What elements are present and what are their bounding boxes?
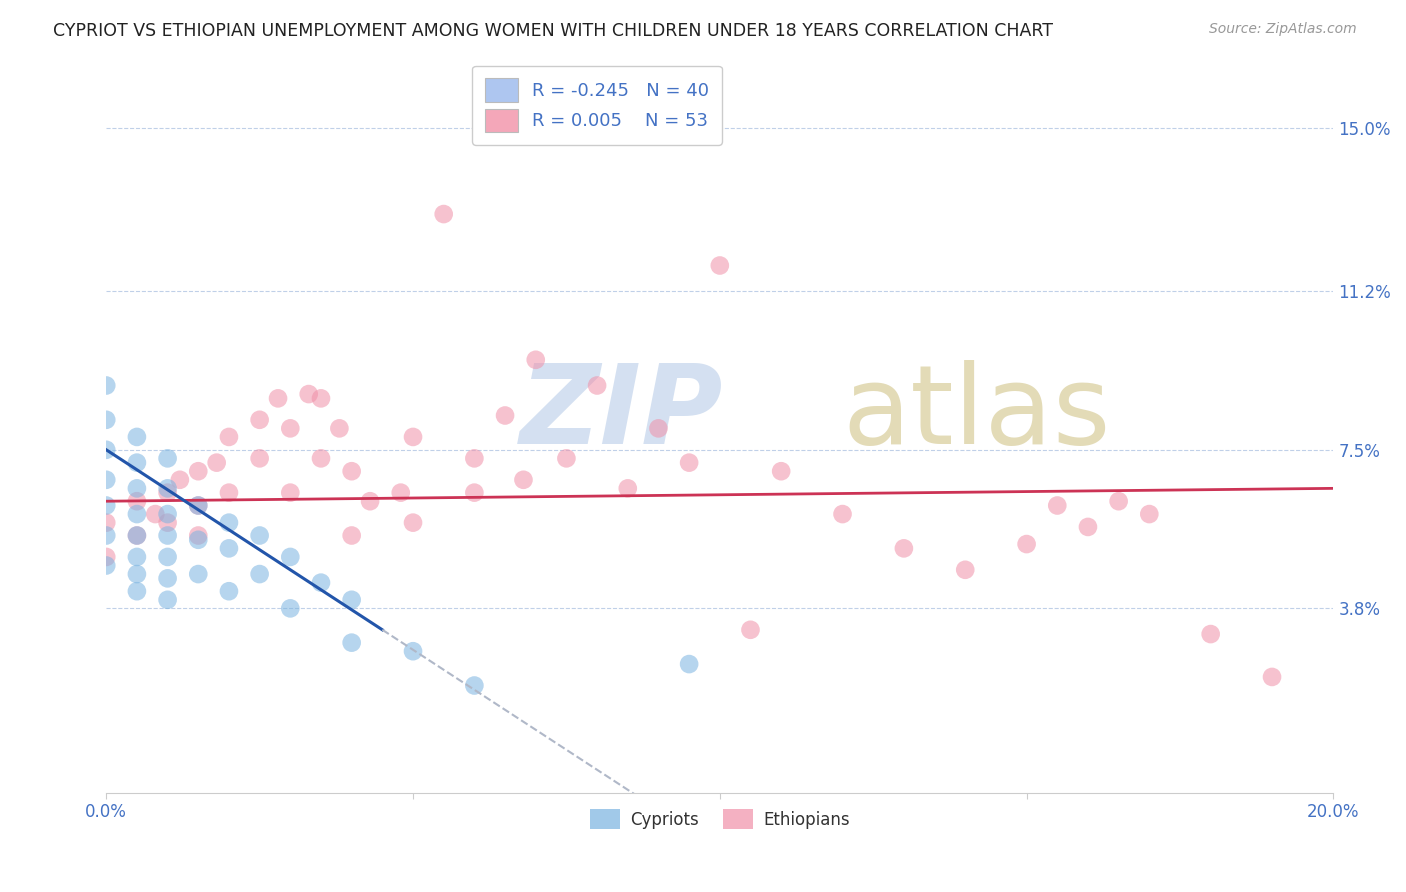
Point (96, 378, 118, 392)
Point (125, 430, 148, 444)
Point (125, 584, 148, 599)
Point (267, 392, 290, 406)
Point (249, 451, 271, 466)
Point (770, 464, 793, 478)
Point (709, 259, 731, 273)
Point (278, 485, 301, 500)
Point (187, 499, 209, 513)
Point (955, 563, 977, 577)
Point (156, 592, 179, 607)
Point (1046, 499, 1069, 513)
Point (187, 499, 209, 513)
Point (125, 456, 148, 470)
Point (1261, 670, 1284, 684)
Text: Source: ZipAtlas.com: Source: ZipAtlas.com (1209, 22, 1357, 37)
Point (96, 516, 118, 530)
Point (125, 528, 148, 542)
Point (187, 464, 209, 478)
Point (218, 584, 240, 599)
Point (125, 494, 148, 508)
Point (1077, 520, 1099, 534)
Point (740, 623, 762, 637)
Point (1137, 507, 1160, 521)
Point (1015, 537, 1038, 551)
Point (494, 409, 516, 423)
Point (156, 451, 179, 466)
Point (96, 413, 118, 427)
Point (187, 533, 209, 547)
Point (402, 644, 425, 658)
Point (340, 528, 363, 542)
Point (156, 481, 179, 495)
Point (96, 549, 118, 564)
Text: ZIP: ZIP (520, 360, 724, 467)
Point (125, 507, 148, 521)
Point (1199, 627, 1222, 641)
Point (433, 207, 456, 221)
Point (893, 541, 915, 556)
Point (678, 456, 700, 470)
Point (249, 413, 271, 427)
Point (647, 421, 669, 435)
Point (463, 679, 485, 693)
Point (278, 549, 301, 564)
Point (586, 378, 609, 392)
Text: atlas: atlas (842, 360, 1111, 467)
Point (96, 442, 118, 457)
Point (678, 657, 700, 671)
Point (125, 481, 148, 495)
Point (389, 485, 412, 500)
Point (249, 567, 271, 582)
Point (125, 528, 148, 542)
Point (616, 481, 638, 495)
Point (143, 507, 166, 521)
Point (169, 473, 191, 487)
Point (831, 507, 853, 521)
Text: CYPRIOT VS ETHIOPIAN UNEMPLOYMENT AMONG WOMEN WITH CHILDREN UNDER 18 YEARS CORRE: CYPRIOT VS ETHIOPIAN UNEMPLOYMENT AMONG … (53, 22, 1053, 40)
Point (402, 516, 425, 530)
Legend: Cypriots, Ethiopians: Cypriots, Ethiopians (583, 803, 856, 835)
Point (156, 507, 179, 521)
Point (96, 528, 118, 542)
Point (187, 567, 209, 582)
Point (328, 421, 350, 435)
Point (156, 571, 179, 585)
Point (125, 549, 148, 564)
Point (156, 549, 179, 564)
Point (205, 456, 228, 470)
Point (156, 516, 179, 530)
Point (463, 451, 485, 466)
Point (156, 528, 179, 542)
Point (1108, 494, 1130, 508)
Point (309, 392, 332, 406)
Point (187, 528, 209, 542)
Point (309, 575, 332, 590)
Point (512, 473, 534, 487)
Point (96, 558, 118, 573)
Point (340, 592, 363, 607)
Point (218, 516, 240, 530)
Point (309, 451, 332, 466)
Point (218, 541, 240, 556)
Point (156, 485, 179, 500)
Point (96, 473, 118, 487)
Point (402, 430, 425, 444)
Point (125, 567, 148, 582)
Point (340, 635, 363, 649)
Point (340, 464, 363, 478)
Point (359, 494, 381, 508)
Point (278, 421, 301, 435)
Point (463, 485, 485, 500)
Point (524, 352, 547, 367)
Point (218, 430, 240, 444)
Point (249, 528, 271, 542)
Point (278, 601, 301, 615)
Point (298, 387, 321, 401)
Point (96, 499, 118, 513)
Point (555, 451, 578, 466)
Point (218, 485, 240, 500)
